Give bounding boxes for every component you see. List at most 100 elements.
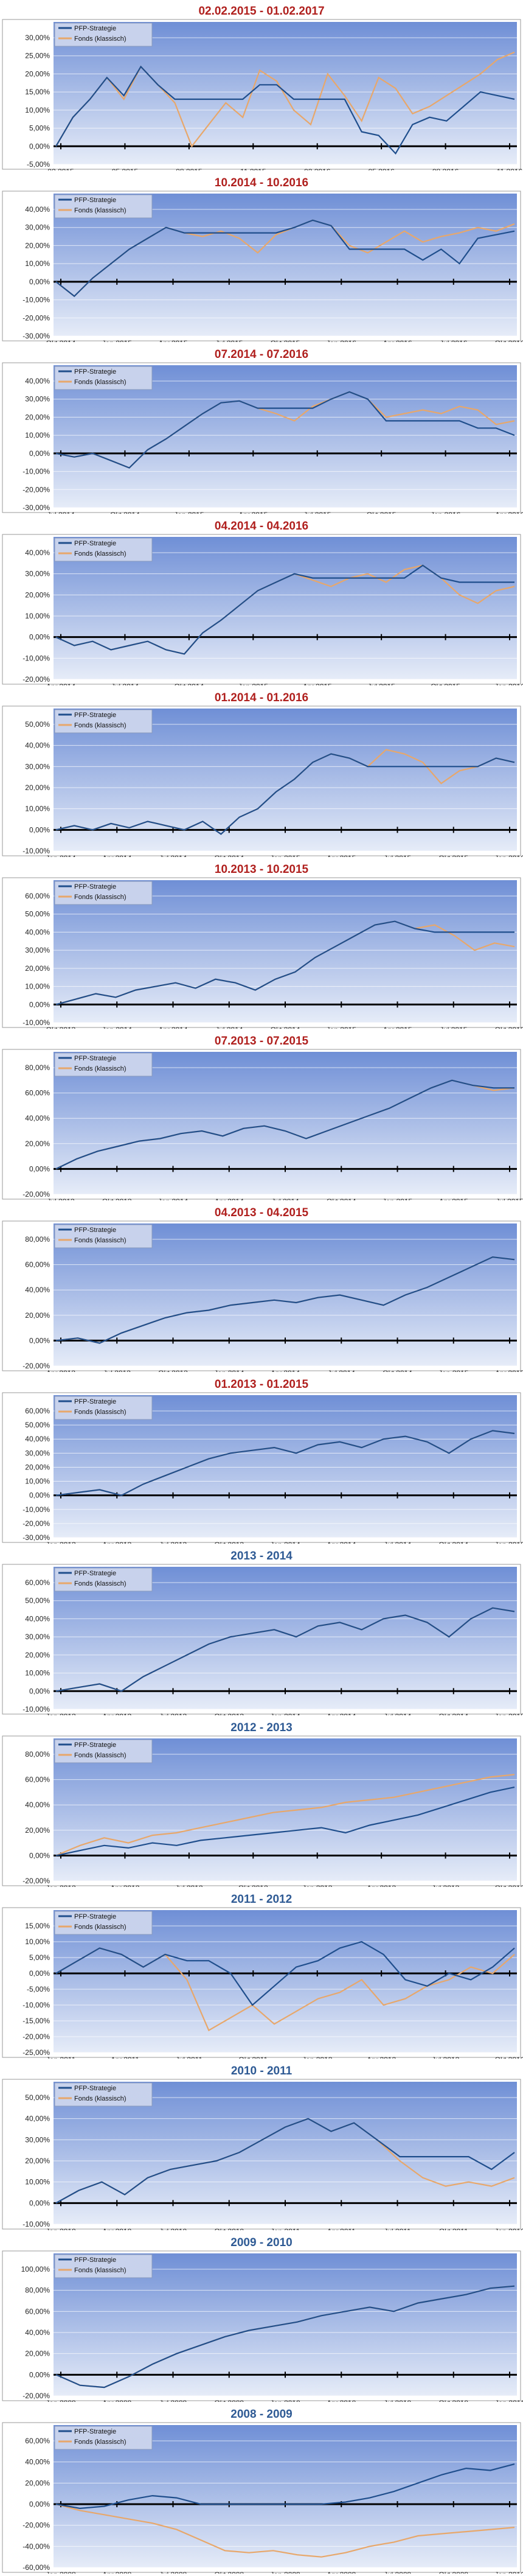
x-tick-label: Jul.2012 bbox=[432, 2056, 460, 2059]
y-tick-label: 10,00% bbox=[25, 106, 50, 114]
x-tick-label: Jul.2009 bbox=[159, 2399, 187, 2402]
y-tick-label: 20,00% bbox=[25, 783, 50, 792]
x-tick-label: Okt.2014 bbox=[46, 339, 76, 342]
x-tick-label: Jul.2008 bbox=[159, 2571, 187, 2574]
x-tick-label: Okt.2012 bbox=[238, 1884, 268, 1887]
y-tick-label: 5,00% bbox=[29, 1953, 50, 1962]
chart-panel: 2008 - 2009 60,00% 40,00% 20,00% 0,00% -20,00… bbox=[0, 2403, 523, 2575]
y-tick-label: 10,00% bbox=[25, 1477, 50, 1486]
y-tick-label: 0,00% bbox=[29, 449, 50, 458]
y-tick-label: 30,00% bbox=[25, 223, 50, 232]
y-tick-label: 80,00% bbox=[25, 2286, 50, 2295]
legend-box bbox=[54, 366, 153, 390]
x-tick-label: Jul.2013 bbox=[432, 1884, 460, 1887]
x-tick-label: Okt.2008 bbox=[214, 2571, 244, 2574]
x-tick-label: Jan.2013 bbox=[302, 1884, 333, 1887]
legend-label-strategy: PFP-Strategie bbox=[74, 540, 116, 547]
x-tick-label: Apr.2008 bbox=[102, 2571, 131, 2574]
series-line-fund bbox=[55, 1774, 515, 1857]
y-tick-label: 0,00% bbox=[29, 1969, 50, 1978]
y-tick-label: -10,00% bbox=[23, 1018, 50, 1027]
x-tick-label: Jul.2014 bbox=[159, 854, 187, 857]
legend-label-fund: Fonds (klassisch) bbox=[74, 1237, 126, 1244]
y-tick-label: 30,00% bbox=[25, 1633, 50, 1641]
y-tick-label: 80,00% bbox=[25, 1063, 50, 1072]
series-line-strategy bbox=[55, 2285, 515, 2389]
legend: PFP-Strategie Fonds (klassisch) bbox=[54, 1396, 153, 1420]
x-tick-label: Okt.2014 bbox=[438, 1712, 468, 1715]
chart-title: 01.2014 - 01.2016 bbox=[214, 691, 309, 704]
y-tick-label: -20,00% bbox=[23, 1190, 50, 1199]
chart-title: 02.02.2015 - 01.02.2017 bbox=[198, 5, 325, 18]
x-tick-label: Apr.2015 bbox=[495, 1369, 523, 1372]
y-tick-label: 50,00% bbox=[25, 910, 50, 919]
legend-label-fund: Fonds (klassisch) bbox=[74, 1580, 126, 1587]
x-tick-label: Jan.2008 bbox=[46, 2571, 76, 2574]
legend-label-strategy: PFP-Strategie bbox=[74, 2428, 116, 2435]
chart-svg: 40,00% 30,00% 20,00% 10,00% 0,00% -10,00% -20,… bbox=[2, 191, 523, 342]
x-tick-label: Jul.2014 bbox=[384, 1541, 412, 1544]
x-tick-label: Apr.2013 bbox=[367, 1884, 396, 1887]
x-tick-label: Apr.2014 bbox=[102, 854, 131, 857]
chart-panel: 04.2014 - 04.2016 40,00% 30,00% 20,00% 10,00… bbox=[0, 515, 523, 687]
legend: PFP-Strategie Fonds (klassisch) bbox=[54, 1224, 153, 1248]
series-line-strategy bbox=[55, 1430, 515, 1496]
chart-panel: 10.2014 - 10.2016 40,00% 30,00% 20,00% 10,00… bbox=[0, 172, 523, 343]
y-tick-label: -30,00% bbox=[23, 332, 50, 340]
y-tick-label: 20,00% bbox=[25, 2157, 50, 2165]
x-tick-label: Apr.2011 bbox=[111, 2056, 139, 2059]
y-tick-label: 40,00% bbox=[25, 928, 50, 936]
series-line-strategy bbox=[55, 2463, 515, 2510]
x-tick-label: Jan.2016 bbox=[431, 511, 461, 514]
chart-svg: 15,00% 10,00% 5,00% 0,00% -5,00% -10,00% -15,0… bbox=[2, 1907, 523, 2059]
y-tick-label: 20,00% bbox=[25, 69, 50, 78]
chart-svg: 60,00% 40,00% 20,00% 0,00% -20,00% -40,00% -60… bbox=[2, 2422, 523, 2574]
series-line-strategy bbox=[55, 1079, 514, 1170]
legend: PFP-Strategie Fonds (klassisch) bbox=[54, 366, 153, 390]
chart-svg: 80,00%60,00%40,00%20,00%0,00%-20,00%Jul.… bbox=[2, 1049, 523, 1200]
chart-svg: 50,00% 40,00% 30,00% 20,00% 10,00% 0,00% -10,0… bbox=[2, 705, 523, 857]
chart-title: 07.2014 - 07.2016 bbox=[214, 348, 309, 361]
x-tick-label: 02.2016 bbox=[304, 167, 331, 170]
legend-label-fund: Fonds (klassisch) bbox=[74, 1752, 126, 1759]
x-tick-label: Jul.2015 bbox=[440, 1026, 468, 1029]
legend-label-fund: Fonds (klassisch) bbox=[74, 1065, 126, 1073]
y-tick-label: 50,00% bbox=[25, 1421, 50, 1429]
chart-title: 04.2013 - 04.2015 bbox=[214, 1206, 309, 1219]
y-tick-label: 60,00% bbox=[25, 2437, 50, 2445]
y-tick-label: 50,00% bbox=[25, 2093, 50, 2102]
y-tick-label: -10,00% bbox=[23, 847, 50, 855]
chart-title: 01.2013 - 01.2015 bbox=[214, 1378, 309, 1391]
x-tick-label: Okt.2012 bbox=[495, 2056, 523, 2059]
chart-panel: 02.02.2015 - 01.02.2017 30,00% 25,00% 20,00… bbox=[0, 0, 523, 172]
x-tick-label: Okt.2010 bbox=[438, 2399, 468, 2402]
x-tick-label: Jul.2011 bbox=[176, 2056, 203, 2059]
y-tick-label: 30,00% bbox=[25, 395, 50, 404]
legend: PFP-Strategie Fonds (klassisch) bbox=[54, 23, 153, 47]
x-tick-label: Jul.2014 bbox=[271, 1197, 299, 1200]
y-tick-label: -20,00% bbox=[23, 1362, 50, 1370]
legend-box bbox=[54, 2082, 153, 2107]
y-tick-label: 10,00% bbox=[25, 2178, 50, 2186]
x-tick-label: Jan.2014 bbox=[46, 854, 76, 857]
x-tick-label: Jan.2012 bbox=[46, 1884, 76, 1887]
y-tick-label: 20,00% bbox=[25, 241, 50, 250]
x-tick-label: Jul.2013 bbox=[103, 1369, 131, 1372]
x-tick-label: Jul.2013 bbox=[47, 1197, 75, 1200]
x-tick-label: Jan.2014 bbox=[270, 1712, 300, 1715]
chart-svg: 40,00% 30,00% 20,00% 10,00% 0,00% -10,00% -20,… bbox=[2, 534, 523, 685]
y-tick-label: 0,00% bbox=[29, 1851, 50, 1860]
legend-label-fund: Fonds (klassisch) bbox=[74, 1409, 126, 1416]
x-tick-label: Okt.2015 bbox=[438, 854, 468, 857]
y-tick-label: 20,00% bbox=[25, 1651, 50, 1659]
x-tick-label: Apr.2010 bbox=[102, 2227, 131, 2230]
series-line-strategy bbox=[55, 2118, 515, 2204]
chart-panel: 07.2014 - 07.2016 40,00% 30,00% 20,00% 10,00… bbox=[0, 343, 523, 515]
legend: PFP-Strategie Fonds (klassisch) bbox=[54, 537, 153, 562]
x-tick-label: Jan.2015 bbox=[238, 682, 269, 685]
x-tick-label: Okt.2016 bbox=[495, 339, 523, 342]
legend-box bbox=[54, 1224, 153, 1248]
x-tick-label: Jul.2014 bbox=[47, 511, 75, 514]
legend: PFP-Strategie Fonds (klassisch) bbox=[54, 881, 153, 905]
y-tick-label: 0,00% bbox=[29, 142, 50, 150]
